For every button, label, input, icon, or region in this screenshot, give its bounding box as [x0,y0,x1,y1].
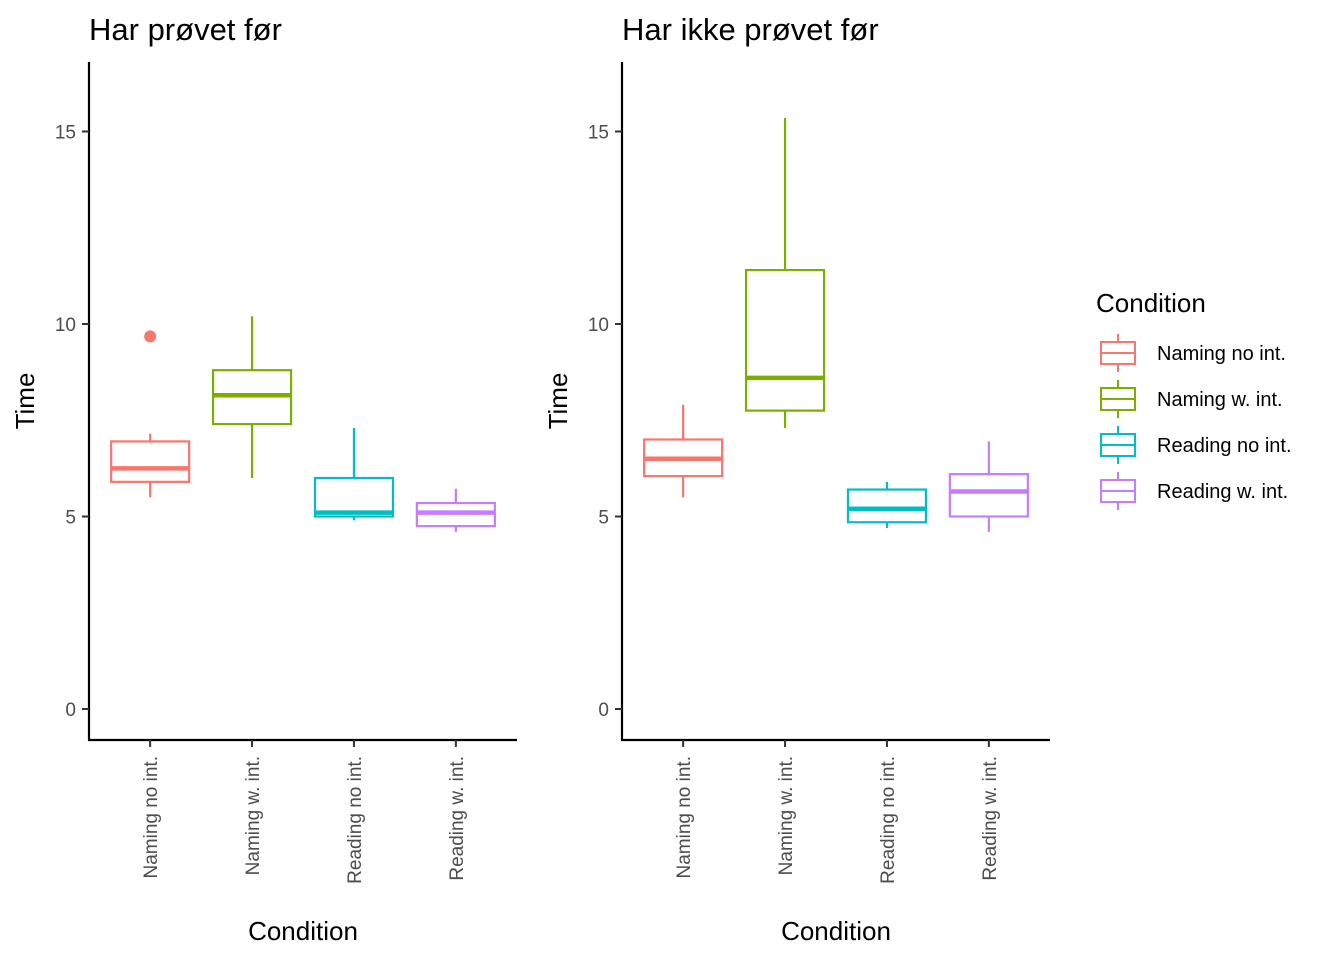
y-tick-label: 15 [55,123,76,144]
box-iqr [110,440,191,483]
y-tick-label: 5 [598,508,609,529]
panel-1: Har prøvet før 0 5 10 15 Time Condition Naming … [10,12,517,946]
y-tick-label: 0 [598,700,609,721]
legend-item-reading-w-int: Reading w. int. [1100,472,1288,510]
box-naming-w-int [211,316,293,478]
x-axis-title: Condition [781,916,891,946]
box-iqr [948,473,1029,518]
x-tick-label: Naming no int. [674,756,695,879]
legend-item-naming-no-int: Naming no int. [1100,334,1286,372]
y-tick-label: 5 [65,508,76,529]
legend-title: Condition [1096,288,1206,318]
panel-title: Har prøvet før [89,12,282,47]
box-reading-no-int [313,427,395,521]
legend: Condition Naming no int. Naming w. int. Rea… [1096,288,1292,510]
y-tick-label: 15 [588,123,609,144]
panel-title: Har ikke prøvet før [622,12,879,47]
y-tick-label: 10 [588,315,609,336]
box-reading-no-int [846,481,928,529]
panel-2: Har ikke prøvet før 0 5 10 15 Time Condition Na… [543,12,1050,946]
y-axis-title: Time [10,373,40,430]
box-reading-w-int [948,441,1029,532]
x-tick-label: Reading no int. [878,756,899,884]
legend-item-reading-no-int: Reading no int. [1100,426,1292,464]
x-tick-label: Naming no int. [141,756,162,879]
y-axis-title: Time [543,373,573,430]
box-naming-no-int [110,330,191,498]
x-tick-label: Naming w. int. [243,756,264,875]
x-tick-label: Reading no int. [345,756,366,884]
x-tick-label: Reading w. int. [447,756,468,881]
y-tick-label: 0 [65,700,76,721]
legend-label: Reading no int. [1157,435,1292,457]
legend-label: Naming w. int. [1157,389,1283,411]
box-naming-no-int [643,404,724,498]
x-tick-label: Reading w. int. [980,756,1001,881]
legend-item-naming-w-int: Naming w. int. [1100,380,1283,418]
y-tick-label: 10 [55,315,76,336]
x-axis-title: Condition [248,916,358,946]
outlier-point [144,330,157,343]
legend-label: Naming no int. [1157,343,1286,365]
box-reading-w-int [415,488,496,532]
legend-label: Reading w. int. [1157,481,1288,503]
box-iqr [846,488,928,524]
box-iqr [744,269,826,412]
x-tick-label: Naming w. int. [776,756,797,875]
box-naming-w-int [744,118,826,428]
box-iqr [313,476,395,518]
